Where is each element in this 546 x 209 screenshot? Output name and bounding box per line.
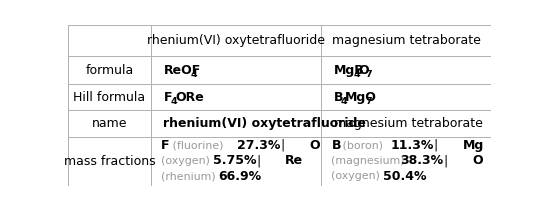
Text: 38.3%: 38.3%	[400, 154, 443, 167]
Text: MgO: MgO	[345, 90, 377, 104]
Text: (magnesium): (magnesium)	[331, 156, 408, 166]
Text: magnesium tetraborate: magnesium tetraborate	[334, 117, 483, 130]
Text: |: |	[274, 139, 294, 152]
Text: O: O	[310, 139, 321, 152]
Text: F: F	[163, 90, 172, 104]
Text: 4: 4	[191, 70, 197, 79]
Text: 11.3%: 11.3%	[390, 139, 434, 152]
Text: 4: 4	[340, 97, 347, 106]
Text: |: |	[426, 139, 447, 152]
Text: O: O	[473, 154, 483, 167]
Text: |: |	[436, 154, 456, 167]
Text: Hill formula: Hill formula	[74, 90, 146, 104]
Text: O: O	[359, 64, 369, 77]
Text: (boron): (boron)	[339, 140, 386, 150]
Text: (oxygen): (oxygen)	[331, 171, 384, 181]
Text: rhenium(VI) oxytetrafluoride: rhenium(VI) oxytetrafluoride	[147, 34, 325, 47]
Text: (oxygen): (oxygen)	[162, 156, 213, 166]
Text: 7: 7	[365, 97, 372, 106]
Text: B: B	[331, 139, 341, 152]
Text: 66.9%: 66.9%	[218, 169, 262, 182]
Text: mass fractions: mass fractions	[64, 155, 155, 168]
Text: Mg: Mg	[462, 139, 484, 152]
Text: name: name	[92, 117, 127, 130]
Text: B: B	[334, 90, 343, 104]
Text: |: |	[249, 154, 269, 167]
Text: Re: Re	[286, 154, 304, 167]
Text: rhenium(VI) oxytetrafluoride: rhenium(VI) oxytetrafluoride	[163, 117, 366, 130]
Text: MgB: MgB	[334, 64, 364, 77]
Text: 5.75%: 5.75%	[213, 154, 256, 167]
Text: 27.3%: 27.3%	[237, 139, 281, 152]
Text: magnesium tetraborate: magnesium tetraborate	[332, 34, 480, 47]
Text: formula: formula	[85, 64, 134, 77]
Text: 4: 4	[354, 70, 360, 79]
Text: 7: 7	[365, 70, 372, 79]
Text: (rhenium): (rhenium)	[162, 171, 219, 181]
Text: ReOF: ReOF	[163, 64, 201, 77]
Text: F: F	[162, 139, 170, 152]
Text: 4: 4	[170, 97, 177, 106]
Text: (fluorine): (fluorine)	[169, 140, 227, 150]
Text: ORe: ORe	[175, 90, 204, 104]
Text: 50.4%: 50.4%	[383, 169, 426, 182]
